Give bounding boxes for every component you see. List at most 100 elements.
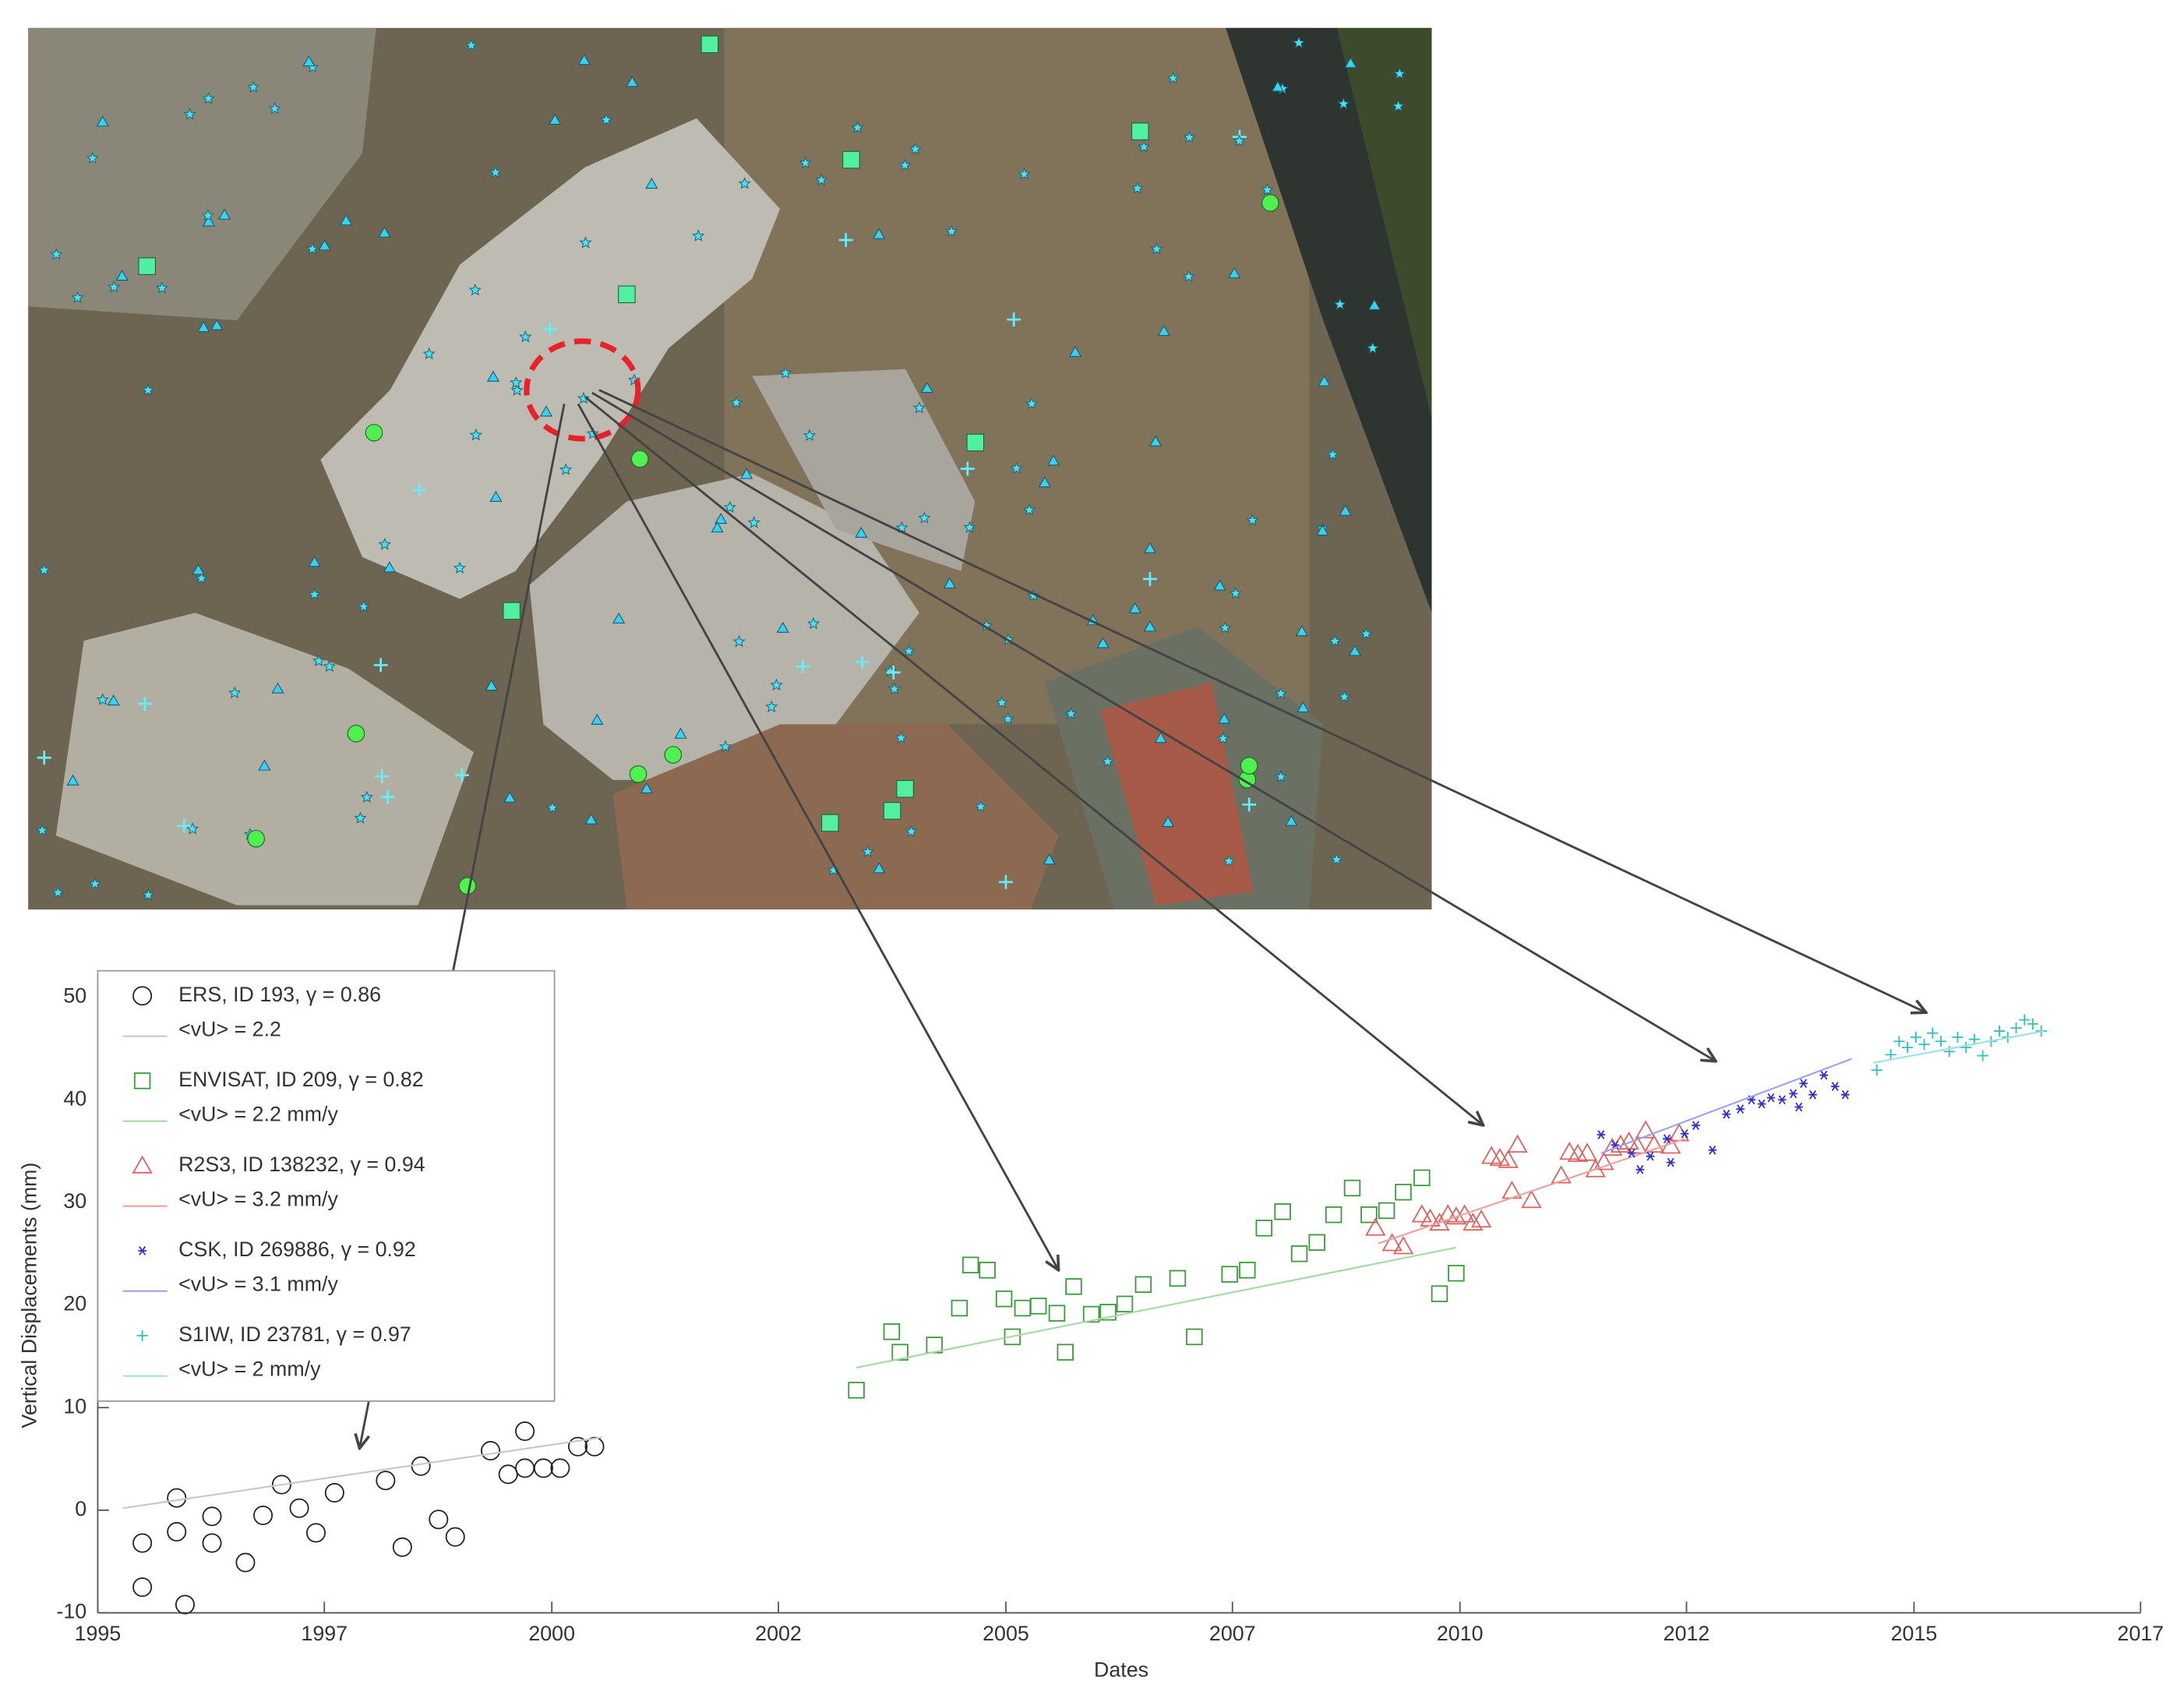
point [1722, 1109, 1731, 1119]
point [175, 1594, 195, 1615]
map-marker [96, 693, 109, 705]
map-marker [302, 55, 316, 67]
map-marker [1138, 139, 1151, 153]
legend-label: CSK, ID 269886, γ = 0.92 [178, 1238, 416, 1261]
map-marker [591, 713, 604, 725]
map-marker [50, 247, 63, 260]
map-marker [197, 320, 210, 333]
legend-label: ENVISAT, ID 209, γ = 0.82 [178, 1068, 424, 1091]
map-marker [1233, 134, 1246, 147]
x-axis-label: Dates [1094, 1658, 1148, 1682]
map-marker [1330, 853, 1343, 865]
map-marker [700, 35, 719, 54]
map-marker [202, 91, 215, 104]
point [1777, 1095, 1787, 1105]
map-marker [626, 76, 639, 87]
map-marker [375, 769, 390, 784]
x-tick-label: 2007 [1209, 1622, 1256, 1645]
map-marker [469, 428, 482, 441]
point [951, 1299, 969, 1317]
map-marker [1367, 298, 1381, 310]
map-marker [1161, 815, 1175, 828]
x-tick-label: 2002 [755, 1622, 802, 1645]
point [1794, 1102, 1804, 1112]
legend-marker [132, 1155, 153, 1174]
map-marker [629, 765, 647, 783]
legend-marker [136, 1330, 148, 1342]
point [1057, 1344, 1074, 1361]
map-marker [1218, 712, 1231, 724]
canal [1226, 27, 1432, 613]
point [1507, 1134, 1528, 1153]
map-marker [873, 862, 886, 874]
map-marker [357, 599, 370, 613]
point [2027, 1018, 2039, 1030]
map-marker [271, 682, 284, 694]
building [752, 369, 976, 571]
point [1169, 1269, 1187, 1287]
point [1666, 1157, 1675, 1167]
point [1977, 1050, 1988, 1061]
legend-label: ERS, ID 193, γ = 0.86 [178, 983, 381, 1006]
map-marker [412, 482, 427, 497]
point [1597, 1130, 1606, 1139]
y-tick-label: -10 [56, 1600, 86, 1623]
map-marker [630, 450, 649, 468]
point [1116, 1295, 1134, 1312]
x-tick-label: 1995 [75, 1622, 122, 1645]
map-marker [1360, 627, 1373, 640]
point [1627, 1135, 1648, 1154]
point [1014, 1299, 1032, 1317]
map-marker [422, 347, 436, 360]
map-marker [308, 588, 321, 600]
arrow [598, 389, 1926, 1012]
map-marker [195, 571, 208, 584]
map-marker [1242, 797, 1257, 812]
map-marker [510, 376, 523, 389]
map-marker [258, 759, 271, 771]
point [253, 1505, 273, 1525]
map-marker [380, 789, 395, 804]
point [1413, 1169, 1431, 1187]
point [1448, 1265, 1465, 1282]
point [1462, 1212, 1484, 1231]
map-marker [1043, 853, 1056, 865]
point [235, 1552, 256, 1573]
map-marker [268, 101, 281, 115]
map-marker [1392, 99, 1405, 112]
y-axis-label: Vertical Displacements (mm) [18, 1163, 41, 1428]
map-marker [373, 658, 388, 673]
point [1274, 1203, 1291, 1220]
map-marker [1285, 814, 1298, 826]
map-marker [1318, 375, 1331, 387]
point [1290, 1245, 1308, 1262]
map-marker [1027, 588, 1040, 602]
legend-marker [132, 986, 153, 1006]
map-marker [1326, 447, 1339, 461]
map-marker [305, 242, 319, 255]
point [376, 1471, 396, 1491]
point [2019, 1014, 2031, 1026]
point [533, 1458, 553, 1478]
point [167, 1522, 187, 1542]
point [1378, 1202, 1395, 1220]
point [1576, 1142, 1598, 1161]
legend-box [97, 969, 556, 1402]
map-marker [966, 433, 985, 452]
point [1431, 1285, 1448, 1302]
point [1551, 1165, 1572, 1184]
map-marker [960, 461, 975, 476]
map-marker [776, 621, 789, 633]
map-marker [138, 257, 156, 275]
point [995, 1290, 1013, 1308]
map-marker [855, 526, 868, 538]
map-marker [963, 521, 976, 533]
map-marker [855, 655, 870, 669]
point [271, 1474, 291, 1495]
map-marker [579, 236, 592, 249]
y-tick-label: 50 [63, 984, 86, 1008]
map-marker [1246, 514, 1259, 526]
point [1395, 1184, 1412, 1201]
point [1885, 1049, 1896, 1061]
